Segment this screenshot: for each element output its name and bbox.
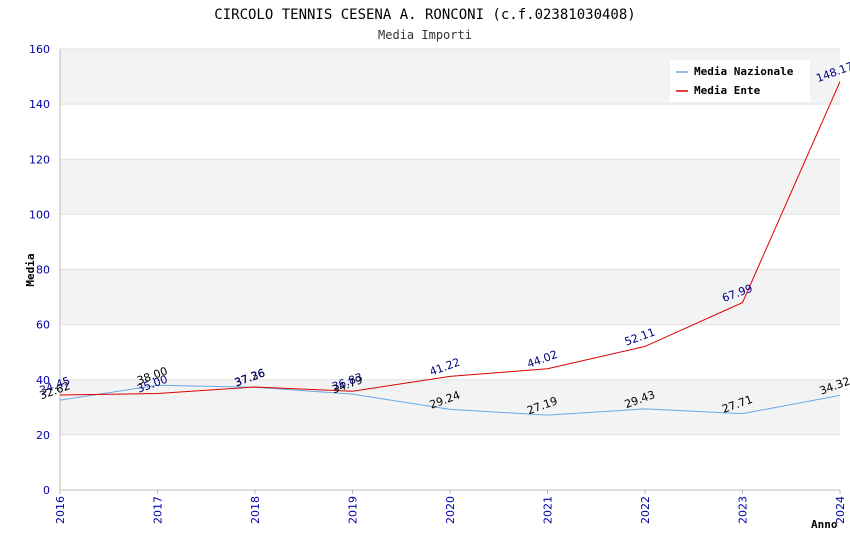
x-tick-label: 2019 — [347, 496, 360, 524]
series-line-media-nazionale — [59, 384, 841, 416]
plot-background — [60, 49, 840, 490]
plot-band — [60, 324, 840, 380]
legend-label-media-nazionale: Media Nazionale — [694, 65, 794, 78]
series-lines — [59, 81, 841, 416]
y-tick-label: 20 — [36, 429, 50, 442]
y-tick-label: 40 — [36, 374, 50, 387]
chart-title: CIRCOLO TENNIS CESENA A. RONCONI (c.f.02… — [214, 7, 635, 23]
y-tick-label: 120 — [29, 153, 50, 166]
y-tick-label: 140 — [29, 98, 50, 111]
legend-label-media-ente: Media Ente — [694, 84, 761, 97]
x-tick-label: 2024 — [834, 496, 847, 524]
x-tick-label: 2020 — [444, 496, 457, 524]
plot-band — [60, 159, 840, 215]
y-axis-label: Media — [24, 253, 37, 286]
legend-box — [670, 60, 810, 102]
x-tick-label: 2018 — [249, 496, 262, 524]
x-axis-label: Anno — [811, 518, 838, 531]
plot-band — [60, 379, 840, 435]
x-axis-ticks: 2016 2017 2018 2019 2020 2021 2022 2023 2024 — [54, 490, 847, 524]
x-tick-label: 2016 — [54, 496, 67, 524]
legend: Media Nazionale Media Ente — [670, 60, 810, 102]
x-tick-label: 2023 — [737, 496, 750, 524]
x-tick-label: 2017 — [152, 496, 165, 524]
y-tick-label: 60 — [36, 319, 50, 332]
plot-band — [60, 434, 840, 490]
plot-band — [60, 214, 840, 270]
y-tick-label: 0 — [43, 484, 50, 497]
x-tick-label: 2021 — [542, 496, 555, 524]
y-axis-ticks: 0 20 40 60 80 100 120 140 160 — [29, 43, 50, 497]
plot-band — [60, 104, 840, 160]
y-tick-label: 160 — [29, 43, 50, 56]
y-tick-label: 100 — [29, 208, 50, 221]
series-line-media-ente — [59, 81, 841, 396]
y-tick-label: 80 — [36, 264, 50, 277]
chart-subtitle: Media Importi — [378, 28, 472, 42]
x-tick-label: 2022 — [639, 496, 652, 524]
plot-band — [60, 269, 840, 325]
